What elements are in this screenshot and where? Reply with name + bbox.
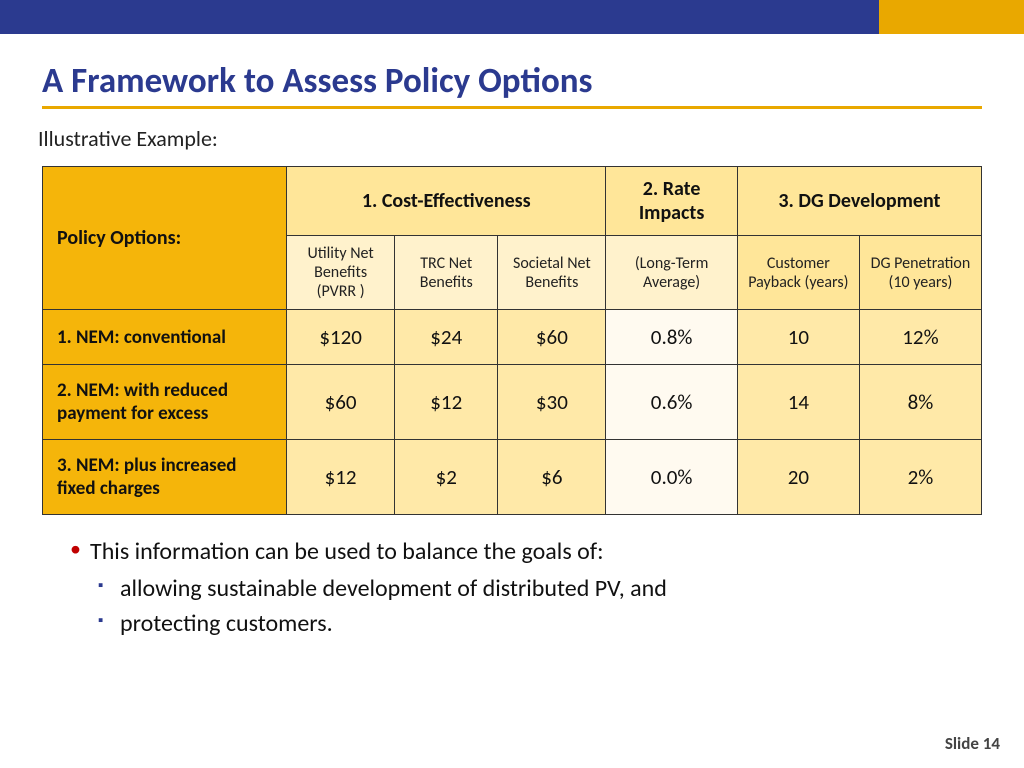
table-cell: 2%: [859, 440, 981, 515]
table-cell: $2: [395, 440, 498, 515]
table-group-header: 3. DG Development: [737, 167, 981, 236]
row-label: 1. NEM: conventional: [43, 310, 287, 365]
table-sub-header: Societal Net Benefits: [498, 236, 606, 310]
table-row: 3. NEM: plus increased fixed charges$12$…: [43, 440, 982, 515]
table-cell: $12: [395, 365, 498, 440]
table-cell: $120: [287, 310, 395, 365]
table-cell: $60: [287, 365, 395, 440]
table-header-row-1: Policy Options: 1. Cost-Effectiveness2. …: [43, 167, 982, 236]
slide-content: A Framework to Assess Policy Options Ill…: [0, 34, 1024, 638]
bullet-level2: protecting customers.: [98, 609, 982, 638]
policy-table: Policy Options: 1. Cost-Effectiveness2. …: [42, 166, 982, 515]
table-group-header: 2. Rate Impacts: [606, 167, 737, 236]
slide-number: Slide 14: [945, 733, 1000, 754]
table-cell: 14: [737, 365, 859, 440]
table-sub-header: DG Penetration (10 years): [859, 236, 981, 310]
table-row: 2. NEM: with reduced payment for excess$…: [43, 365, 982, 440]
table-cell: $60: [498, 310, 606, 365]
table-cell: 20: [737, 440, 859, 515]
table-cell: 8%: [859, 365, 981, 440]
top-accent-bar: [0, 0, 1024, 34]
title-underline: [42, 106, 982, 109]
row-label: 2. NEM: with reduced payment for excess: [43, 365, 287, 440]
table-cell: $6: [498, 440, 606, 515]
top-bar-navy: [0, 0, 879, 34]
table-sub-header: TRC Net Benefits: [395, 236, 498, 310]
top-bar-gold: [879, 0, 1024, 34]
table-cell: 10: [737, 310, 859, 365]
subtitle: Illustrative Example:: [38, 125, 982, 152]
table-cell: 12%: [859, 310, 981, 365]
table-cell: $12: [287, 440, 395, 515]
table-sub-header: (Long-Term Average): [606, 236, 737, 310]
table-cell: $30: [498, 365, 606, 440]
bullet-level1: This information can be used to balance …: [70, 537, 982, 566]
table-cell: $24: [395, 310, 498, 365]
table-sub-header: Customer Payback (years): [737, 236, 859, 310]
table-cell: 0.8%: [606, 310, 737, 365]
table-cell: 0.6%: [606, 365, 737, 440]
table-sub-header: Utility Net Benefits (PVRR ): [287, 236, 395, 310]
table-row: 1. NEM: conventional$120$24$600.8%1012%: [43, 310, 982, 365]
table-body: 1. NEM: conventional$120$24$600.8%1012%2…: [43, 310, 982, 515]
table-group-header: 1. Cost-Effectiveness: [287, 167, 606, 236]
slide-title: A Framework to Assess Policy Options: [42, 60, 982, 102]
row-label: 3. NEM: plus increased fixed charges: [43, 440, 287, 515]
table-corner-header: Policy Options:: [43, 167, 287, 310]
table-cell: 0.0%: [606, 440, 737, 515]
bullet-level2: allowing sustainable development of dist…: [98, 574, 982, 603]
bullet-list: This information can be used to balance …: [42, 537, 982, 638]
